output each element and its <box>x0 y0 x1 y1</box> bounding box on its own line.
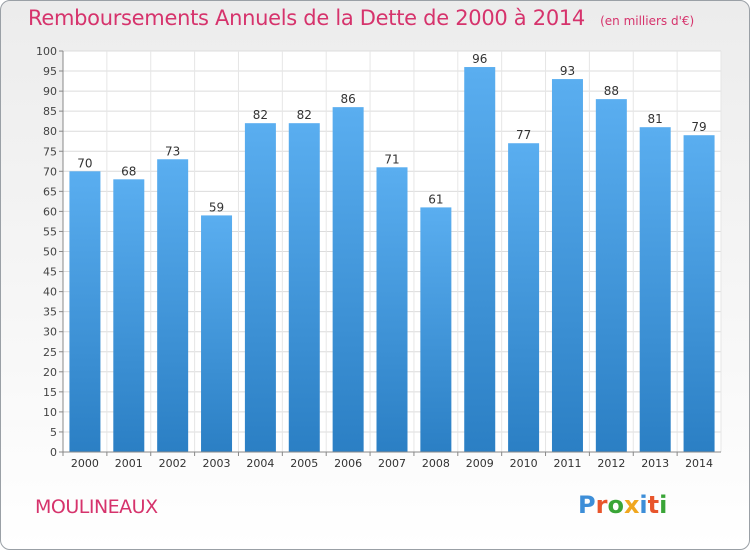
y-tick-label: 40 <box>43 286 57 299</box>
y-tick-label: 15 <box>43 386 57 399</box>
bar <box>639 127 671 452</box>
data-label: 86 <box>340 92 355 106</box>
y-tick-label: 20 <box>43 366 57 379</box>
y-tick-label: 30 <box>43 326 57 339</box>
y-tick-label: 10 <box>43 406 57 419</box>
logo-letter: i <box>659 491 668 519</box>
chart-title: Remboursements Annuels de la Dette de 20… <box>28 6 585 30</box>
y-tick-label: 90 <box>43 85 57 98</box>
bar <box>332 107 364 452</box>
x-tick-label: 2012 <box>597 457 625 470</box>
bar <box>508 143 540 453</box>
y-tick-label: 60 <box>43 205 57 218</box>
y-tick-label: 80 <box>43 125 57 138</box>
y-tick-label: 50 <box>43 246 57 259</box>
data-label: 77 <box>516 128 531 142</box>
bar <box>683 135 715 452</box>
bar <box>69 171 101 453</box>
bar <box>157 159 189 452</box>
bar <box>113 179 145 452</box>
x-tick-label: 2002 <box>159 457 187 470</box>
logo-letter: t <box>647 491 660 519</box>
x-tick-label: 2000 <box>71 457 99 470</box>
x-tick-label: 2010 <box>510 457 538 470</box>
bar <box>288 123 320 453</box>
y-tick-label: 55 <box>43 225 57 238</box>
data-label: 82 <box>253 108 268 122</box>
y-tick-label: 85 <box>43 105 57 118</box>
x-tick-label: 2007 <box>378 457 406 470</box>
bar <box>595 99 627 453</box>
data-label: 71 <box>384 152 399 166</box>
x-tick-label: 2008 <box>422 457 450 470</box>
data-label: 59 <box>209 200 224 214</box>
bar <box>201 215 233 452</box>
logo-letter: r <box>595 491 608 519</box>
data-label: 88 <box>604 84 619 98</box>
data-label: 82 <box>297 108 312 122</box>
data-label: 61 <box>428 192 443 206</box>
y-tick-label: 0 <box>50 446 57 459</box>
y-tick-label: 5 <box>50 426 57 439</box>
data-label: 70 <box>77 156 92 170</box>
bar <box>464 67 496 452</box>
logo-letter: P <box>578 491 596 519</box>
proxiti-logo: Proxiti <box>578 491 667 519</box>
data-label: 79 <box>691 120 706 134</box>
y-tick-label: 100 <box>36 45 57 58</box>
x-tick-label: 2006 <box>334 457 362 470</box>
logo-letter: o <box>607 491 624 519</box>
y-tick-label: 70 <box>43 165 57 178</box>
bar <box>244 123 276 453</box>
y-tick-label: 75 <box>43 145 57 158</box>
data-label: 73 <box>165 144 180 158</box>
y-tick-label: 45 <box>43 266 57 279</box>
x-tick-label: 2001 <box>115 457 143 470</box>
logo-letter: i <box>639 491 648 519</box>
data-label: 96 <box>472 52 487 66</box>
chart-subtitle: (en milliers d'€) <box>600 14 695 28</box>
data-label: 81 <box>648 112 663 126</box>
x-tick-label: 2013 <box>641 457 669 470</box>
bar <box>551 79 583 452</box>
x-tick-label: 2009 <box>466 457 494 470</box>
chart-title-area: Remboursements Annuels de la Dette de 20… <box>28 6 694 30</box>
data-label: 68 <box>121 164 136 178</box>
y-tick-label: 25 <box>43 346 57 359</box>
y-tick-label: 35 <box>43 306 57 319</box>
x-tick-label: 2005 <box>290 457 318 470</box>
bar <box>376 167 408 453</box>
bar <box>420 207 452 452</box>
y-tick-label: 95 <box>43 65 57 78</box>
x-tick-label: 2003 <box>203 457 231 470</box>
data-label: 93 <box>560 64 575 78</box>
x-tick-label: 2014 <box>685 457 713 470</box>
logo-letter: x <box>623 491 640 519</box>
x-tick-label: 2004 <box>246 457 274 470</box>
y-tick-label: 65 <box>43 185 57 198</box>
town-name: MOULINEAUX <box>35 496 158 518</box>
x-tick-label: 2011 <box>553 457 581 470</box>
